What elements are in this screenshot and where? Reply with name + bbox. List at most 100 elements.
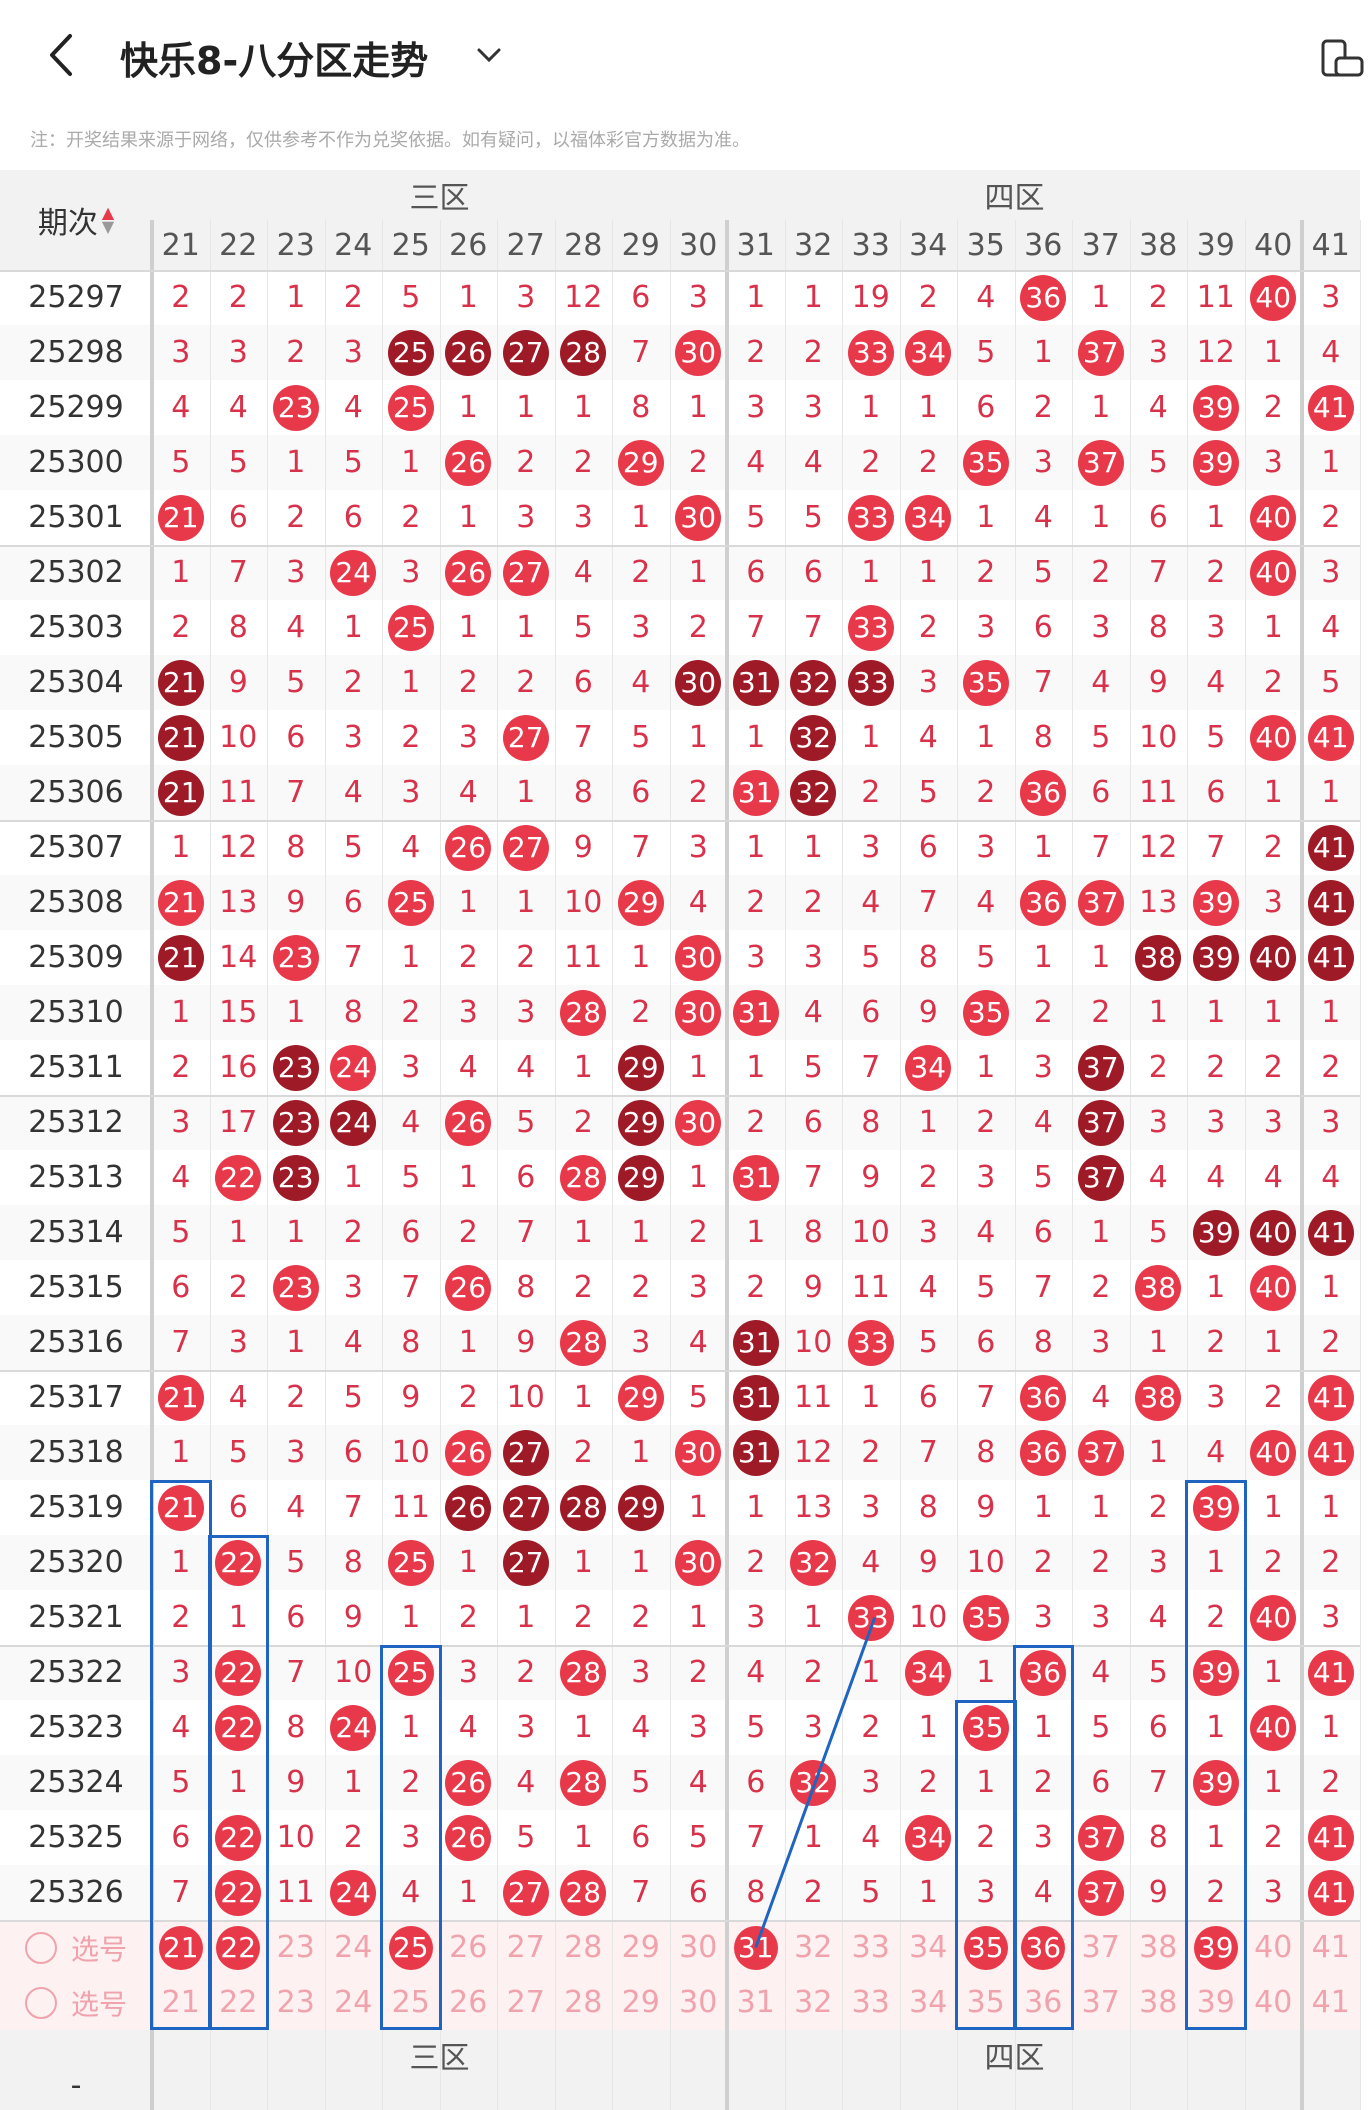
selectable-number[interactable]: 34 bbox=[909, 1985, 948, 2020]
select-cell[interactable]: 41 bbox=[1302, 1920, 1360, 1975]
select-cell[interactable]: 35 bbox=[957, 1975, 1015, 2030]
rotate-screen-icon[interactable] bbox=[1320, 36, 1364, 80]
selectable-number[interactable]: 24 bbox=[334, 1985, 373, 2020]
selected-number-ball[interactable]: 22 bbox=[216, 1925, 261, 1970]
selectable-number[interactable]: 30 bbox=[679, 1930, 718, 1965]
period-header[interactable]: 期次 ▲ ▼ bbox=[0, 170, 152, 270]
selectable-number[interactable]: 33 bbox=[851, 1985, 890, 2020]
selected-number-ball[interactable]: 31 bbox=[733, 1925, 778, 1970]
drawn-number-ball: 29 bbox=[617, 1374, 664, 1421]
select-cell[interactable]: 22 bbox=[210, 1920, 268, 1975]
selectable-number[interactable]: 27 bbox=[506, 1985, 545, 2020]
select-cell[interactable]: 23 bbox=[267, 1920, 325, 1975]
select-cell[interactable]: 39 bbox=[1187, 1920, 1245, 1975]
selectable-number[interactable]: 34 bbox=[909, 1930, 948, 1965]
selectable-number[interactable]: 41 bbox=[1311, 1930, 1350, 1965]
selectable-number[interactable]: 26 bbox=[449, 1985, 488, 2020]
selectable-number[interactable]: 38 bbox=[1139, 1985, 1178, 2020]
selectable-number[interactable]: 24 bbox=[334, 1930, 373, 1965]
selectable-number[interactable]: 31 bbox=[736, 1985, 775, 2020]
selectable-number[interactable]: 21 bbox=[161, 1985, 200, 2020]
selectable-number[interactable]: 37 bbox=[1081, 1930, 1120, 1965]
page-title[interactable]: 快乐8-八分区走势 bbox=[120, 39, 429, 83]
miss-count: 5 bbox=[861, 940, 881, 975]
selectable-number[interactable]: 32 bbox=[794, 1930, 833, 1965]
select-cell[interactable]: 27 bbox=[497, 1920, 555, 1975]
radio-button[interactable] bbox=[24, 1931, 57, 1964]
select-cell[interactable]: 28 bbox=[555, 1920, 613, 1975]
selectable-number[interactable]: 23 bbox=[276, 1985, 315, 2020]
selectable-number[interactable]: 36 bbox=[1024, 1985, 1063, 2020]
selectable-number[interactable]: 28 bbox=[564, 1930, 603, 1965]
select-cell[interactable]: 25 bbox=[382, 1975, 440, 2030]
select-cell[interactable]: 24 bbox=[325, 1975, 383, 2030]
select-cell[interactable]: 32 bbox=[785, 1975, 843, 2030]
select-cell[interactable]: 36 bbox=[1015, 1920, 1073, 1975]
select-cell[interactable]: 34 bbox=[900, 1975, 958, 2030]
select-cell[interactable]: 39 bbox=[1187, 1975, 1245, 2030]
select-cell[interactable]: 26 bbox=[440, 1920, 498, 1975]
selectable-number[interactable]: 33 bbox=[851, 1930, 890, 1965]
select-cell[interactable]: 24 bbox=[325, 1920, 383, 1975]
select-cell[interactable]: 35 bbox=[957, 1920, 1015, 1975]
select-cell[interactable]: 40 bbox=[1245, 1920, 1303, 1975]
selectable-number[interactable]: 28 bbox=[564, 1985, 603, 2020]
select-cell[interactable]: 32 bbox=[785, 1920, 843, 1975]
table-cell: 37 bbox=[1072, 1095, 1130, 1150]
select-cell[interactable]: 26 bbox=[440, 1975, 498, 2030]
selected-number-ball[interactable]: 21 bbox=[158, 1925, 203, 1970]
select-cell[interactable]: 25 bbox=[382, 1920, 440, 1975]
select-cell[interactable]: 38 bbox=[1130, 1920, 1188, 1975]
selected-number-ball[interactable]: 36 bbox=[1021, 1925, 1066, 1970]
sort-icon[interactable]: ▲ ▼ bbox=[101, 203, 115, 236]
chevron-down-icon[interactable] bbox=[474, 40, 504, 70]
select-cell[interactable]: 38 bbox=[1130, 1975, 1188, 2030]
drawn-number-ball: 30 bbox=[675, 1429, 722, 1476]
select-cell[interactable]: 30 bbox=[670, 1975, 728, 2030]
selectable-number[interactable]: 38 bbox=[1139, 1930, 1178, 1965]
selectable-number[interactable]: 39 bbox=[1196, 1985, 1235, 2020]
select-cell[interactable]: 29 bbox=[612, 1920, 670, 1975]
select-cell[interactable]: 33 bbox=[842, 1920, 900, 1975]
selectable-number[interactable]: 29 bbox=[621, 1930, 660, 1965]
select-cell[interactable]: 21 bbox=[152, 1920, 210, 1975]
selectable-number[interactable]: 23 bbox=[276, 1930, 315, 1965]
selectable-number[interactable]: 29 bbox=[621, 1985, 660, 2020]
select-cell[interactable]: 31 bbox=[727, 1975, 785, 2030]
select-cell[interactable]: 41 bbox=[1302, 1975, 1360, 2030]
back-arrow-icon[interactable] bbox=[40, 30, 84, 80]
select-row-label[interactable]: 选号 bbox=[0, 1920, 152, 1975]
select-cell[interactable]: 22 bbox=[210, 1975, 268, 2030]
selectable-number[interactable]: 35 bbox=[966, 1985, 1005, 2020]
selectable-number[interactable]: 26 bbox=[449, 1930, 488, 1965]
selectable-number[interactable]: 30 bbox=[679, 1985, 718, 2020]
radio-button[interactable] bbox=[24, 1986, 57, 2019]
select-cell[interactable]: 34 bbox=[900, 1920, 958, 1975]
select-cell[interactable]: 30 bbox=[670, 1920, 728, 1975]
select-cell[interactable]: 36 bbox=[1015, 1975, 1073, 2030]
select-cell[interactable]: 40 bbox=[1245, 1975, 1303, 2030]
selectable-number[interactable]: 25 bbox=[391, 1985, 430, 2020]
select-cell[interactable]: 27 bbox=[497, 1975, 555, 2030]
select-row-label[interactable]: 选号 bbox=[0, 1975, 152, 2030]
selected-number-ball[interactable]: 35 bbox=[963, 1925, 1008, 1970]
selectable-number[interactable]: 40 bbox=[1254, 1985, 1293, 2020]
select-cell[interactable]: 33 bbox=[842, 1975, 900, 2030]
select-cell[interactable]: 37 bbox=[1072, 1975, 1130, 2030]
select-cell[interactable]: 23 bbox=[267, 1975, 325, 2030]
select-cell[interactable]: 21 bbox=[152, 1975, 210, 2030]
table-cell: 2 bbox=[1245, 1370, 1303, 1425]
selectable-number[interactable]: 40 bbox=[1254, 1930, 1293, 1965]
selectable-number[interactable]: 37 bbox=[1081, 1985, 1120, 2020]
selected-number-ball[interactable]: 39 bbox=[1193, 1925, 1238, 1970]
table-cell: 41 bbox=[1302, 1810, 1360, 1865]
selectable-number[interactable]: 22 bbox=[219, 1985, 258, 2020]
select-cell[interactable]: 28 bbox=[555, 1975, 613, 2030]
selectable-number[interactable]: 32 bbox=[794, 1985, 833, 2020]
select-cell[interactable]: 31 bbox=[727, 1920, 785, 1975]
select-cell[interactable]: 37 bbox=[1072, 1920, 1130, 1975]
selectable-number[interactable]: 41 bbox=[1311, 1985, 1350, 2020]
selectable-number[interactable]: 27 bbox=[506, 1930, 545, 1965]
selected-number-ball[interactable]: 25 bbox=[388, 1925, 433, 1970]
select-cell[interactable]: 29 bbox=[612, 1975, 670, 2030]
